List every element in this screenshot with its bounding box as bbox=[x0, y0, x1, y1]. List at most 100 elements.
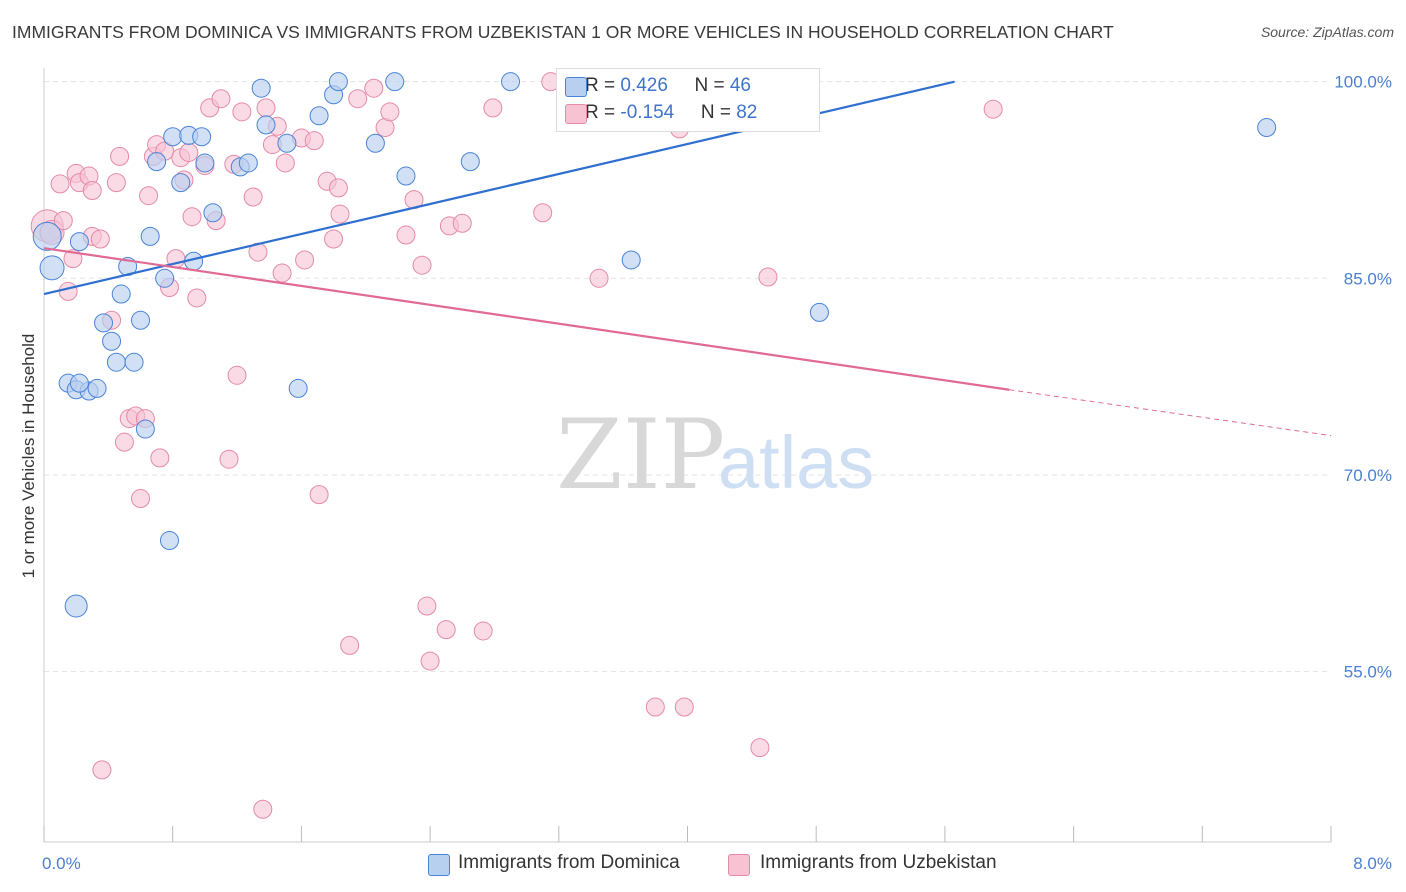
data-point-dominica bbox=[39, 255, 65, 281]
data-point-dominica bbox=[288, 378, 308, 398]
data-point-dominica bbox=[621, 250, 641, 270]
data-point-uzbekistan bbox=[420, 651, 440, 671]
data-point-dominica bbox=[124, 352, 144, 372]
data-point-uzbekistan bbox=[92, 760, 112, 780]
data-point-uzbekistan bbox=[589, 268, 609, 288]
data-point-dominica bbox=[111, 284, 131, 304]
data-point-uzbekistan bbox=[232, 102, 252, 122]
chart-source: Source: ZipAtlas.com bbox=[1260, 24, 1394, 40]
data-point-dominica bbox=[155, 268, 175, 288]
data-point-uzbekistan bbox=[483, 98, 503, 118]
data-point-dominica bbox=[1257, 118, 1277, 138]
data-point-uzbekistan bbox=[380, 102, 400, 122]
y-tick-labels: 100.0% 85.0% 70.0% 55.0% bbox=[1334, 73, 1392, 682]
data-point-dominica bbox=[365, 133, 385, 153]
legend-r-value: -0.154 bbox=[620, 102, 675, 123]
data-point-dominica bbox=[328, 72, 348, 92]
data-point-uzbekistan bbox=[473, 621, 493, 641]
trend-line-uzbekistan bbox=[43, 247, 1010, 391]
data-point-dominica bbox=[159, 530, 179, 550]
series-legend: Immigrants from Dominica Immigrants from… bbox=[0, 852, 1406, 878]
data-point-dominica bbox=[135, 419, 155, 439]
legend-item-uzbekistan: Immigrants from Uzbekistan bbox=[728, 852, 997, 876]
trend-line-uzbekistan-extension bbox=[1009, 389, 1332, 437]
data-point-uzbekistan bbox=[412, 255, 432, 275]
data-point-dominica bbox=[147, 152, 167, 172]
watermark-zip: ZIP bbox=[556, 399, 725, 511]
data-point-dominica bbox=[163, 127, 183, 147]
data-point-uzbekistan bbox=[750, 738, 770, 758]
data-point-uzbekistan bbox=[114, 432, 134, 452]
data-point-uzbekistan bbox=[324, 229, 344, 249]
legend-n-value: 82 bbox=[736, 102, 758, 123]
data-point-uzbekistan bbox=[375, 118, 395, 138]
data-point-uzbekistan bbox=[82, 180, 102, 200]
x-tick-label: 8.0% bbox=[1353, 854, 1392, 873]
data-point-uzbekistan bbox=[90, 229, 110, 249]
data-point-dominica bbox=[140, 226, 160, 246]
data-point-dominica bbox=[87, 378, 107, 398]
legend-r-label: R = bbox=[585, 75, 621, 96]
y-tick-label: 70.0% bbox=[1344, 466, 1392, 485]
data-point-uzbekistan bbox=[182, 207, 202, 227]
data-point-dominica bbox=[460, 152, 480, 172]
data-point-dominica bbox=[32, 221, 62, 251]
data-point-uzbekistan bbox=[364, 78, 384, 98]
data-point-dominica bbox=[64, 594, 88, 618]
x-tick-label: 0.0% bbox=[42, 854, 81, 873]
data-point-uzbekistan bbox=[645, 697, 665, 717]
data-point-uzbekistan bbox=[674, 697, 694, 717]
data-point-uzbekistan bbox=[219, 449, 239, 469]
data-point-dominica bbox=[131, 310, 151, 330]
data-point-dominica bbox=[256, 115, 276, 135]
legend-label-uzbekistan: Immigrants from Uzbekistan bbox=[760, 852, 997, 873]
data-point-dominica bbox=[385, 72, 405, 92]
data-point-uzbekistan bbox=[131, 489, 151, 509]
data-point-uzbekistan bbox=[272, 263, 292, 283]
data-point-dominica bbox=[69, 373, 89, 393]
data-point-uzbekistan bbox=[150, 448, 170, 468]
data-point-uzbekistan bbox=[328, 178, 348, 198]
data-point-uzbekistan bbox=[533, 203, 553, 223]
watermark: ZIP atlas bbox=[556, 399, 874, 511]
data-point-uzbekistan bbox=[758, 267, 778, 287]
data-point-uzbekistan bbox=[275, 153, 295, 173]
data-point-dominica bbox=[203, 203, 223, 223]
stats-legend: R = 0.426 N = 46 R = -0.154 N = 82 bbox=[556, 68, 820, 132]
y-tick-label: 55.0% bbox=[1344, 663, 1392, 682]
data-point-uzbekistan bbox=[309, 485, 329, 505]
legend-swatch-dominica bbox=[428, 854, 450, 876]
y-tick-label: 100.0% bbox=[1334, 73, 1392, 92]
data-point-dominica bbox=[94, 313, 114, 333]
axes bbox=[43, 68, 1332, 843]
data-point-dominica bbox=[238, 153, 258, 173]
legend-r-value: 0.426 bbox=[620, 75, 668, 96]
data-point-uzbekistan bbox=[110, 146, 130, 166]
legend-item-dominica: Immigrants from Dominica bbox=[428, 852, 680, 876]
legend-swatch-dominica bbox=[565, 77, 587, 97]
y-axis-label: 1 or more Vehicles in Household bbox=[19, 334, 38, 579]
data-point-dominica bbox=[277, 133, 297, 153]
data-point-dominica bbox=[309, 106, 329, 126]
data-point-uzbekistan bbox=[187, 288, 207, 308]
data-point-uzbekistan bbox=[227, 365, 247, 385]
data-point-uzbekistan bbox=[340, 635, 360, 655]
data-point-uzbekistan bbox=[106, 173, 126, 193]
data-point-uzbekistan bbox=[417, 596, 437, 616]
x-tick-labels: 0.0% 8.0% bbox=[42, 854, 1392, 873]
legend-row-dominica: R = 0.426 N = 46 bbox=[565, 75, 751, 99]
legend-n-label: N = bbox=[700, 102, 737, 123]
legend-label-dominica: Immigrants from Dominica bbox=[458, 852, 680, 873]
watermark-atlas: atlas bbox=[718, 421, 874, 504]
data-point-dominica bbox=[106, 352, 126, 372]
legend-row-uzbekistan: R = -0.154 N = 82 bbox=[565, 102, 758, 126]
data-point-dominica bbox=[251, 78, 271, 98]
data-point-uzbekistan bbox=[295, 250, 315, 270]
data-point-uzbekistan bbox=[253, 799, 273, 819]
legend-swatch-uzbekistan bbox=[728, 854, 750, 876]
data-point-uzbekistan bbox=[304, 131, 324, 151]
data-point-uzbekistan bbox=[58, 281, 78, 301]
data-point-uzbekistan bbox=[243, 187, 263, 207]
legend-n-label: N = bbox=[694, 75, 730, 96]
